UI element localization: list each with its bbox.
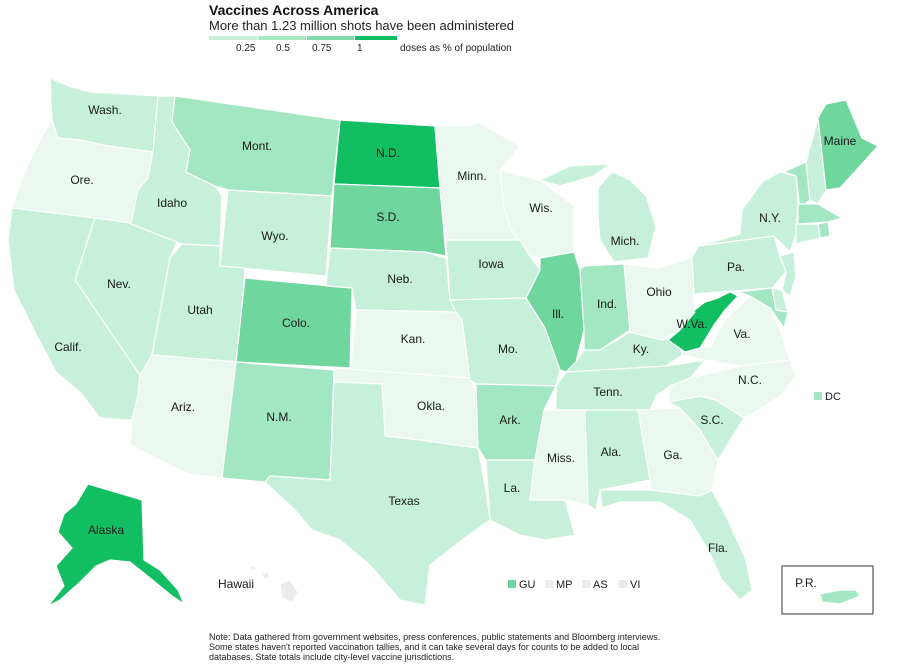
legend-swatch-2	[307, 36, 354, 40]
label-pr: P.R.	[795, 576, 817, 590]
state-hawaii[interactable]	[249, 565, 299, 603]
state-alaska[interactable]	[47, 483, 185, 607]
label-miss: Miss.	[547, 451, 575, 465]
state-mass[interactable]	[797, 203, 843, 225]
state-pr[interactable]	[819, 589, 861, 605]
label-ga: Ga.	[663, 448, 682, 462]
swatch-mp	[545, 580, 553, 588]
label-mich: Mich.	[611, 234, 640, 248]
label-wis: Wis.	[529, 201, 552, 215]
state-tenn[interactable]	[555, 359, 706, 413]
label-ariz: Ariz.	[171, 400, 195, 414]
label-ky: Ky.	[633, 342, 649, 356]
state-nj[interactable]	[779, 251, 797, 297]
state-ariz[interactable]	[129, 354, 239, 479]
state-ny[interactable]	[697, 171, 799, 253]
label-colo: Colo.	[282, 316, 310, 330]
state-conn[interactable]	[795, 223, 821, 245]
label-wash: Wash.	[88, 103, 122, 117]
label-tenn: Tenn.	[593, 385, 622, 399]
label-nd: N.D.	[376, 146, 400, 160]
label-minn: Minn.	[457, 169, 486, 183]
legend-tick: 0.75	[312, 43, 332, 54]
legend-swatch-3	[355, 36, 397, 40]
state-md[interactable]	[737, 287, 789, 329]
label-kan: Kan.	[401, 332, 426, 346]
label-wyo: Wyo.	[261, 229, 288, 243]
label-sd: S.D.	[376, 210, 399, 224]
label-ore: Ore.	[70, 173, 93, 187]
label-ind: Ind.	[597, 297, 617, 311]
label-la: La.	[504, 481, 521, 495]
label-ark: Ark.	[499, 413, 520, 427]
label-nm: N.M.	[266, 410, 291, 424]
label-ohio: Ohio	[646, 285, 672, 299]
swatch-vi	[619, 580, 627, 588]
label-mp: MP	[556, 579, 573, 591]
label-gu: GU	[519, 579, 536, 591]
swatch-gu	[508, 580, 516, 588]
legend-tick: 0.5	[276, 43, 290, 54]
label-mont: Mont.	[242, 139, 272, 153]
label-wva: W.Va.	[676, 317, 707, 331]
label-calif: Calif.	[54, 340, 81, 354]
state-fla[interactable]	[599, 489, 753, 601]
legend-swatch-0	[209, 36, 257, 40]
color-legend: 0.25 0.5 0.75 1 doses as % of population	[0, 0, 912, 60]
label-alaska: Alaska	[88, 523, 124, 537]
state-nh[interactable]	[805, 117, 827, 205]
label-sc: S.C.	[700, 413, 723, 427]
label-as: AS	[593, 579, 608, 591]
label-vi: VI	[630, 579, 640, 591]
swatch-dc	[814, 392, 822, 400]
state-texas[interactable]	[264, 381, 491, 606]
state-wva[interactable]	[667, 291, 739, 353]
label-iowa: Iowa	[478, 257, 504, 271]
label-hawaii: Hawaii	[218, 577, 254, 591]
label-idaho: Idaho	[157, 196, 187, 210]
footnote: Note: Data gathered from government webs…	[209, 632, 661, 662]
label-va: Va.	[733, 327, 750, 341]
label-ill: Ill.	[552, 307, 564, 321]
legend-swatch-1	[258, 36, 306, 40]
label-utah: Utah	[187, 303, 212, 317]
label-maine: Maine	[824, 134, 857, 148]
label-nev: Nev.	[107, 277, 131, 291]
legend-tick: 0.25	[236, 43, 256, 54]
state-wyo[interactable]	[219, 189, 333, 277]
label-pa: Pa.	[727, 260, 745, 274]
state-maine[interactable]	[817, 99, 879, 191]
legend-tick: 1	[357, 43, 363, 54]
label-mo: Mo.	[498, 342, 518, 356]
state-sd[interactable]	[329, 183, 447, 257]
state-mich[interactable]	[539, 163, 657, 263]
label-ala: Ala.	[601, 445, 622, 459]
map-subtitle: More than 1.23 million shots have been a…	[209, 18, 514, 33]
label-nc: N.C.	[738, 373, 762, 387]
label-fla: Fla.	[708, 541, 728, 555]
label-dc: DC	[825, 391, 841, 403]
label-texas: Texas	[388, 494, 419, 508]
pr-inset-box	[781, 565, 874, 615]
label-ny: N.Y.	[759, 211, 781, 225]
swatch-as	[582, 580, 590, 588]
label-okla: Okla.	[417, 399, 445, 413]
label-neb: Neb.	[387, 272, 412, 286]
map-title: Vaccines Across America	[209, 2, 379, 18]
state-colo[interactable]	[235, 277, 353, 369]
state-va[interactable]	[679, 295, 791, 367]
legend-unit-label: doses as % of population	[400, 43, 512, 54]
